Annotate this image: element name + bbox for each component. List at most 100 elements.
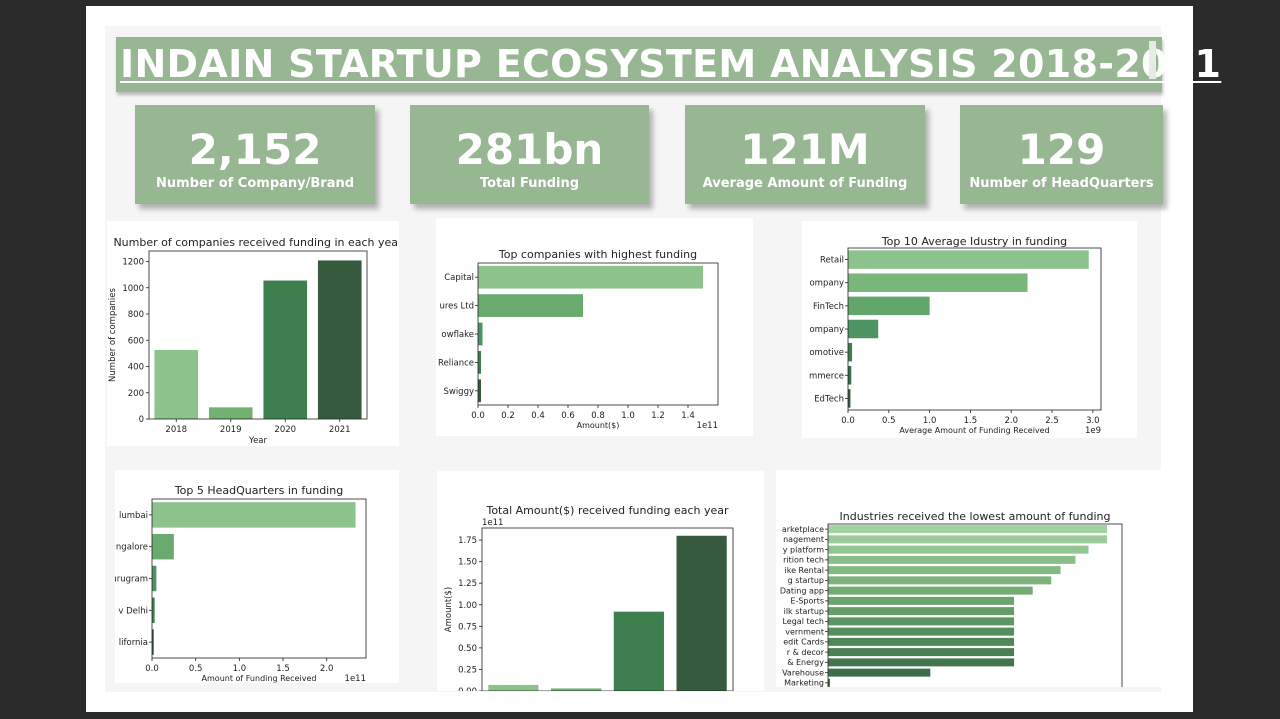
top-industries-chart: Top 10 Average Idustry in funding Retail o… — [809, 235, 1102, 436]
x-tick-label: 1.0 — [621, 411, 635, 421]
y-axis-label: Amount($) — [444, 587, 454, 632]
bar — [478, 265, 703, 289]
x-tick-label: 2.0 — [320, 664, 334, 674]
chart-panel-top-industries: Top 10 Average Idustry in funding Retail o… — [802, 221, 1137, 438]
bar — [828, 566, 1061, 575]
y-tick-label: 0.75 — [458, 622, 477, 632]
kpi-label: Number of HeadQuarters — [969, 176, 1154, 191]
x-tick-label: 3.0 — [1086, 416, 1100, 426]
bar — [828, 555, 1076, 564]
x-tick-label: 0.5 — [189, 664, 203, 674]
y-tick-label: Swiggy — [443, 387, 474, 397]
plot-frame — [827, 523, 1123, 687]
chart-panel-top-headquarters: Top 5 HeadQuarters in funding lumbai ngalo… — [115, 470, 399, 683]
y-tick-label: nagement — [783, 535, 824, 544]
title-scrollbar[interactable] — [1149, 41, 1156, 79]
bar — [478, 351, 481, 374]
bar — [828, 596, 1015, 605]
kpi-value: 121M — [740, 125, 870, 174]
x-axis-label: Amount($) — [577, 421, 620, 430]
y-tick-label: 0.00 — [458, 687, 477, 691]
y-tick-label: EdTech — [814, 394, 844, 404]
x-tick-label: 2018 — [165, 425, 187, 435]
bar — [828, 576, 1052, 585]
y-tick-label: vernment — [785, 627, 824, 636]
x-tick-label: 0.5 — [882, 416, 896, 426]
x-tick-label: 1.5 — [276, 664, 290, 674]
x-tick-label: 1.5 — [964, 416, 978, 426]
y-tick-label: 1.50 — [458, 558, 477, 568]
bar — [828, 545, 1089, 554]
y-tick-label: arketplace — [782, 525, 824, 534]
title-banner: INDAIN STARTUP ECOSYSTEM ANALYSIS 2018-2… — [116, 37, 1221, 92]
bar — [828, 627, 1015, 636]
top-companies-chart: Top companies with highest funding Capita… — [438, 248, 719, 431]
y-tick-label: 0.25 — [458, 665, 477, 675]
kpi-card-headquarters: 129 Number of HeadQuarters — [960, 105, 1163, 204]
bar — [828, 586, 1033, 595]
y-tick-label: ilk startup — [784, 607, 824, 616]
x-axis-label: Amount of Funding Received — [202, 674, 317, 683]
y-tick-label: omotive — [809, 348, 844, 358]
chart-title: Number of companies received funding in … — [113, 236, 399, 249]
y-tick-label: Marketing — [784, 679, 824, 687]
x-axis-label: Average Amount of Funding Received — [899, 426, 1049, 435]
bar — [478, 379, 481, 403]
x-tick-label: 1.4 — [681, 411, 695, 421]
y-tick-label: 1.00 — [458, 601, 477, 611]
bar — [152, 533, 174, 560]
bar — [828, 658, 1015, 667]
dashboard-canvas: INDAIN STARTUP ECOSYSTEM ANALYSIS 2018-2… — [105, 26, 1221, 692]
bar — [828, 617, 1015, 626]
plot-frame — [481, 527, 734, 691]
x-tick-label: 2021 — [329, 425, 351, 435]
axis-exponent: 1e11 — [345, 674, 366, 683]
y-tick-label: lifornia — [119, 638, 148, 648]
y-tick-label: ures Ltd — [439, 302, 474, 312]
bar — [828, 525, 1108, 534]
bar — [828, 678, 830, 687]
kpi-value: 281bn — [455, 125, 604, 174]
lowest-funded-industries-chart: Industries received the lowest amount of… — [780, 510, 1123, 687]
chart-title: Total Amount($) received funding each ye… — [485, 504, 729, 517]
bar — [848, 296, 930, 316]
y-tick-label: 800 — [128, 310, 144, 320]
y-tick-label: Legal tech — [782, 617, 824, 626]
x-tick-label: 0.0 — [841, 416, 855, 426]
chart-title: Top companies with highest funding — [498, 248, 697, 261]
bar — [478, 322, 483, 346]
x-tick-label: 1.0 — [923, 416, 937, 426]
y-tick-label: ompany — [809, 279, 844, 289]
bar — [828, 668, 931, 677]
kpi-label: Number of Company/Brand — [155, 176, 355, 191]
y-tick-label: Capital — [444, 273, 474, 283]
kpi-card-average-funding: 121M Average Amount of Funding — [685, 105, 925, 204]
bar — [848, 366, 852, 385]
bar — [828, 637, 1015, 646]
axis-exponent: 1e11 — [697, 421, 718, 431]
dashboard-title: INDAIN STARTUP ECOSYSTEM ANALYSIS 2018-2… — [120, 42, 1222, 86]
chart-title: Top 5 HeadQuarters in funding — [174, 484, 343, 497]
y-tick-label: 400 — [128, 363, 144, 373]
y-tick-label: & Energy — [787, 658, 824, 667]
chart-title: Top 10 Average Idustry in funding — [881, 235, 1067, 248]
y-tick-label: 600 — [128, 336, 144, 346]
chart-panel-top-companies: Top companies with highest funding Capita… — [436, 218, 753, 436]
x-tick-label: 0.6 — [561, 411, 575, 421]
bar — [676, 535, 727, 691]
total-amount-per-year-chart: Total Amount($) received funding each ye… — [444, 504, 734, 691]
kpi-label: Total Funding — [479, 176, 580, 191]
bar — [152, 502, 356, 528]
kpi-card-total-funding: 281bn Total Funding — [410, 105, 649, 204]
y-axis-label: Number of companies — [108, 287, 118, 381]
y-tick-label: 1.25 — [458, 579, 477, 589]
bar — [488, 684, 539, 691]
x-tick-label: 0.4 — [531, 411, 545, 421]
y-tick-label: E-Sports — [790, 597, 824, 606]
y-tick-label: 200 — [128, 389, 144, 399]
y-tick-label: 0.50 — [458, 644, 477, 654]
x-axis-label: Year — [248, 436, 268, 446]
chart-title: Industries received the lowest amount of… — [840, 510, 1111, 523]
x-tick-label: 1.2 — [651, 411, 665, 421]
y-tick-label: Reliance — [438, 358, 474, 368]
